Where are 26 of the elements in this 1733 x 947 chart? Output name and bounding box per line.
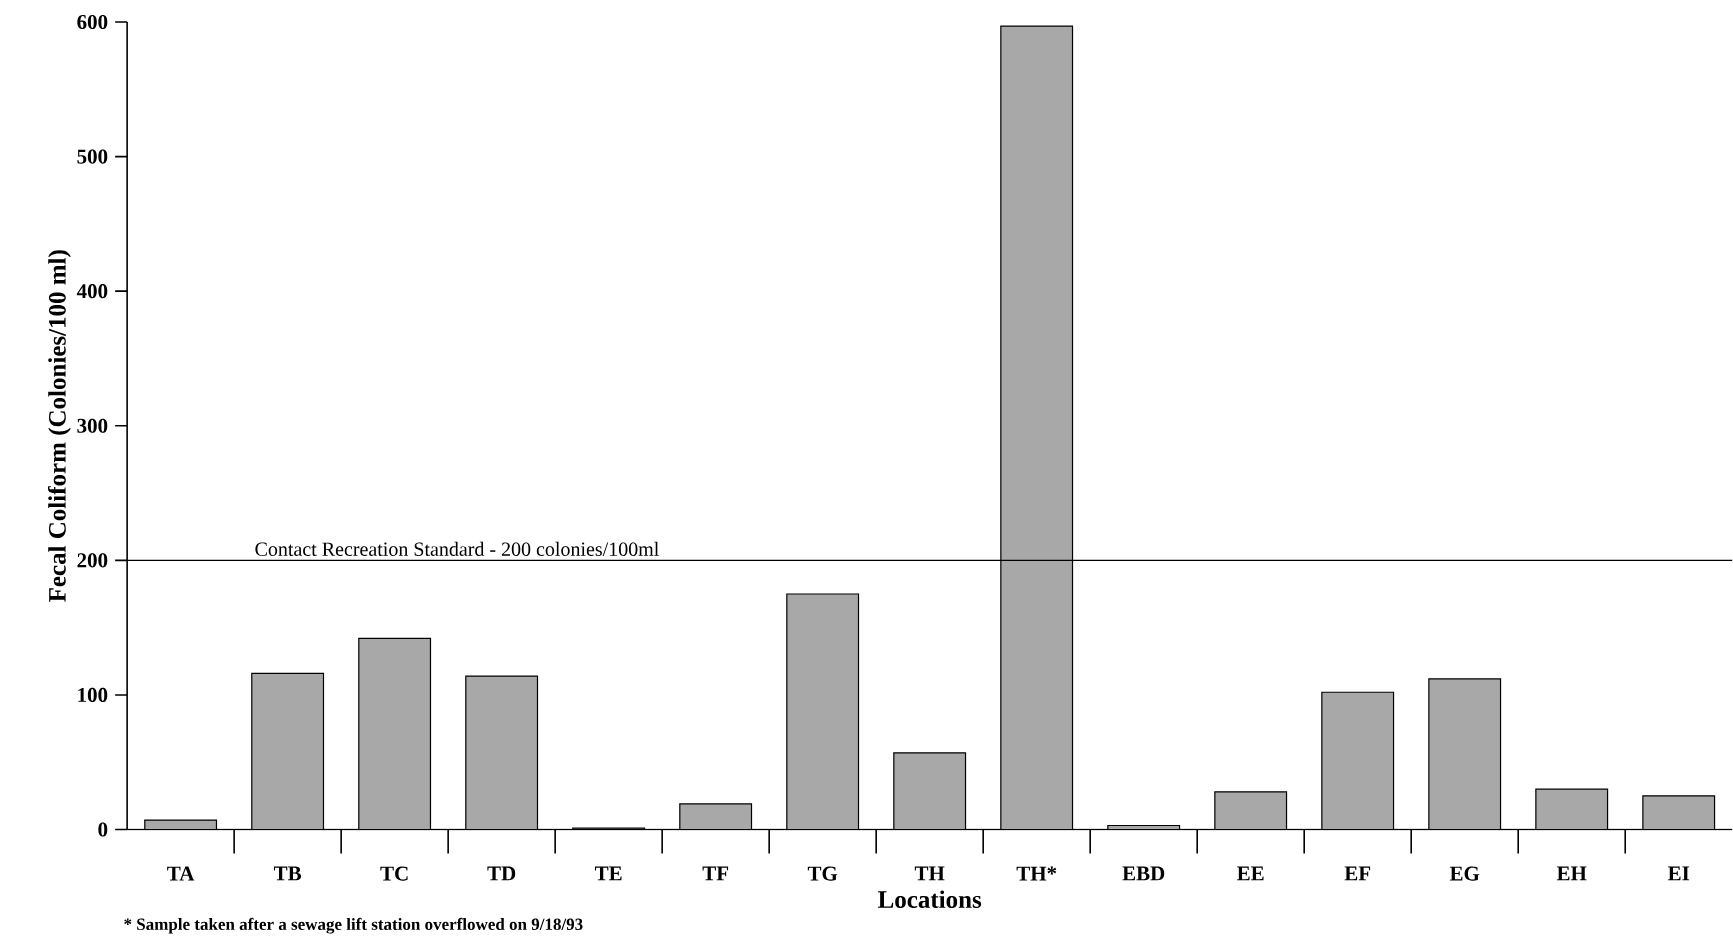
- x-tick-label: TC: [380, 866, 408, 881]
- x-tick-label: TH: [914, 866, 945, 881]
- x-tick-label: TG: [807, 866, 838, 881]
- y-tick-label: 100: [78, 687, 108, 702]
- y-tick-label: 500: [77, 149, 108, 164]
- x-tick-label: TE: [594, 866, 622, 881]
- y-axis-title: Fecal Coliform (Colonies/100 ml): [47, 250, 71, 602]
- x-tick-label: TD: [487, 866, 516, 881]
- x-axis-title: Locations: [878, 890, 982, 908]
- y-tick-label: 200: [77, 553, 108, 568]
- x-tick-label: TA: [167, 866, 195, 881]
- x-tick-label: EG: [1449, 866, 1480, 881]
- x-tick-label: TF: [702, 866, 729, 881]
- x-tick-label: EI: [1667, 866, 1690, 881]
- text: * Sample taken after a sewage lift station overflowed on 9/18/93: [124, 917, 583, 934]
- y-tick-label: 0: [98, 822, 108, 837]
- x-tick-label: EBD: [1122, 866, 1165, 881]
- x-tick-label: EH: [1556, 866, 1587, 881]
- x-tick-label: EE: [1237, 866, 1264, 881]
- y-tick-label: 300: [77, 418, 108, 433]
- ref-line-label: Contact Recreation Standard - 200 colonies/100ml: [255, 541, 659, 556]
- x-tick-label: TB: [273, 866, 302, 881]
- y-tick-label: 400: [76, 283, 108, 299]
- x-tick-label: EF: [1344, 866, 1371, 881]
- y-tick-label: 600: [77, 14, 108, 29]
- x-tick-label: TH*: [1016, 866, 1057, 881]
